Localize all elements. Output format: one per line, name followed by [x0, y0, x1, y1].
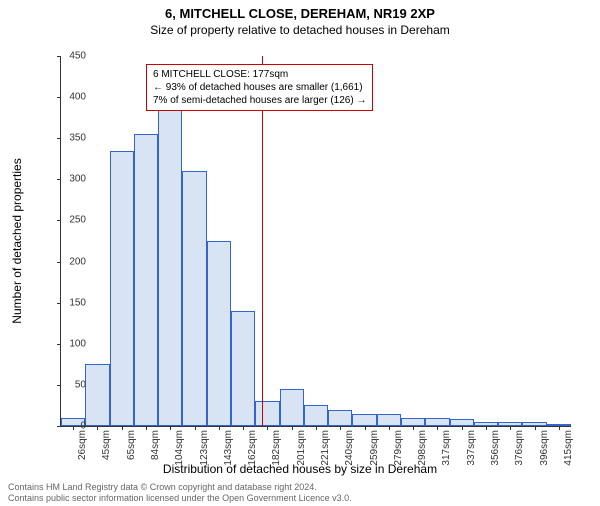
histogram-bar — [328, 410, 352, 426]
histogram-bar — [401, 418, 425, 426]
histogram-bar — [425, 418, 449, 426]
histogram-bar — [352, 414, 376, 426]
ytick-label: 300 — [56, 174, 86, 185]
annotation-line1: 6 MITCHELL CLOSE: 177sqm — [153, 68, 366, 81]
ytick-label: 350 — [56, 133, 86, 144]
xtick-mark — [243, 426, 244, 430]
ytick-label: 150 — [56, 297, 86, 308]
xtick-label: 84sqm — [150, 430, 161, 460]
ytick-label: 250 — [56, 215, 86, 226]
histogram-bar — [85, 364, 109, 426]
chart-title: 6, MITCHELL CLOSE, DEREHAM, NR19 2XP — [0, 6, 600, 21]
ytick-label: 200 — [56, 256, 86, 267]
attribution: Contains HM Land Registry data © Crown c… — [8, 482, 592, 504]
xtick-mark — [559, 426, 560, 430]
marker-line — [262, 56, 263, 426]
xtick-mark — [437, 426, 438, 430]
x-axis-label: Distribution of detached houses by size … — [0, 462, 600, 476]
histogram-bar — [207, 241, 231, 426]
ytick-label: 50 — [56, 379, 86, 390]
xtick-mark — [389, 426, 390, 430]
xtick-label: 356sqm — [490, 430, 501, 466]
histogram-bar — [304, 405, 328, 426]
histogram-bar — [377, 414, 401, 426]
xtick-label: 143sqm — [223, 430, 234, 466]
xtick-label: 26sqm — [77, 430, 88, 460]
xtick-label: 182sqm — [271, 430, 282, 466]
chart-subtitle: Size of property relative to detached ho… — [0, 23, 600, 37]
xtick-label: 259sqm — [369, 430, 380, 466]
xtick-mark — [365, 426, 366, 430]
xtick-label: 65sqm — [126, 430, 137, 460]
xtick-label: 396sqm — [539, 430, 550, 466]
xtick-mark — [486, 426, 487, 430]
xtick-label: 162sqm — [247, 430, 258, 466]
ytick-label: 450 — [56, 51, 86, 62]
xtick-label: 240sqm — [344, 430, 355, 466]
plot-region: 26sqm45sqm65sqm84sqm104sqm123sqm143sqm16… — [60, 56, 571, 427]
histogram-bar — [182, 171, 206, 426]
xtick-mark — [462, 426, 463, 430]
xtick-mark — [146, 426, 147, 430]
xtick-label: 337sqm — [466, 430, 477, 466]
xtick-mark — [316, 426, 317, 430]
xtick-label: 104sqm — [174, 430, 185, 466]
xtick-mark — [413, 426, 414, 430]
histogram-bar — [158, 81, 182, 426]
ytick-label: 400 — [56, 92, 86, 103]
xtick-mark — [340, 426, 341, 430]
ytick-label: 0 — [56, 421, 86, 432]
histogram-bar — [231, 311, 255, 426]
xtick-mark — [170, 426, 171, 430]
xtick-label: 123sqm — [199, 430, 210, 466]
ytick-label: 100 — [56, 338, 86, 349]
y-axis-label: Number of detached properties — [10, 158, 24, 323]
xtick-label: 45sqm — [101, 430, 112, 460]
xtick-mark — [195, 426, 196, 430]
xtick-label: 298sqm — [417, 430, 428, 466]
histogram-bar — [110, 151, 134, 426]
histogram-bar — [280, 389, 304, 426]
xtick-mark — [97, 426, 98, 430]
xtick-label: 201sqm — [296, 430, 307, 466]
xtick-mark — [219, 426, 220, 430]
annotation-line3: 7% of semi-detached houses are larger (1… — [153, 94, 366, 107]
xtick-label: 317sqm — [441, 430, 452, 466]
histogram-bar — [255, 401, 279, 426]
xtick-mark — [535, 426, 536, 430]
annotation-line2: ← 93% of detached houses are smaller (1,… — [153, 81, 366, 94]
xtick-label: 221sqm — [320, 430, 331, 466]
annotation-box: 6 MITCHELL CLOSE: 177sqm← 93% of detache… — [146, 64, 373, 111]
chart-area: 26sqm45sqm65sqm84sqm104sqm123sqm143sqm16… — [60, 56, 570, 426]
xtick-mark — [122, 426, 123, 430]
xtick-label: 376sqm — [514, 430, 525, 466]
attribution-line1: Contains HM Land Registry data © Crown c… — [8, 482, 592, 493]
xtick-mark — [510, 426, 511, 430]
xtick-label: 279sqm — [393, 430, 404, 466]
histogram-bar — [134, 134, 158, 426]
xtick-mark — [267, 426, 268, 430]
xtick-label: 415sqm — [563, 430, 574, 466]
attribution-line2: Contains public sector information licen… — [8, 493, 592, 504]
xtick-mark — [292, 426, 293, 430]
